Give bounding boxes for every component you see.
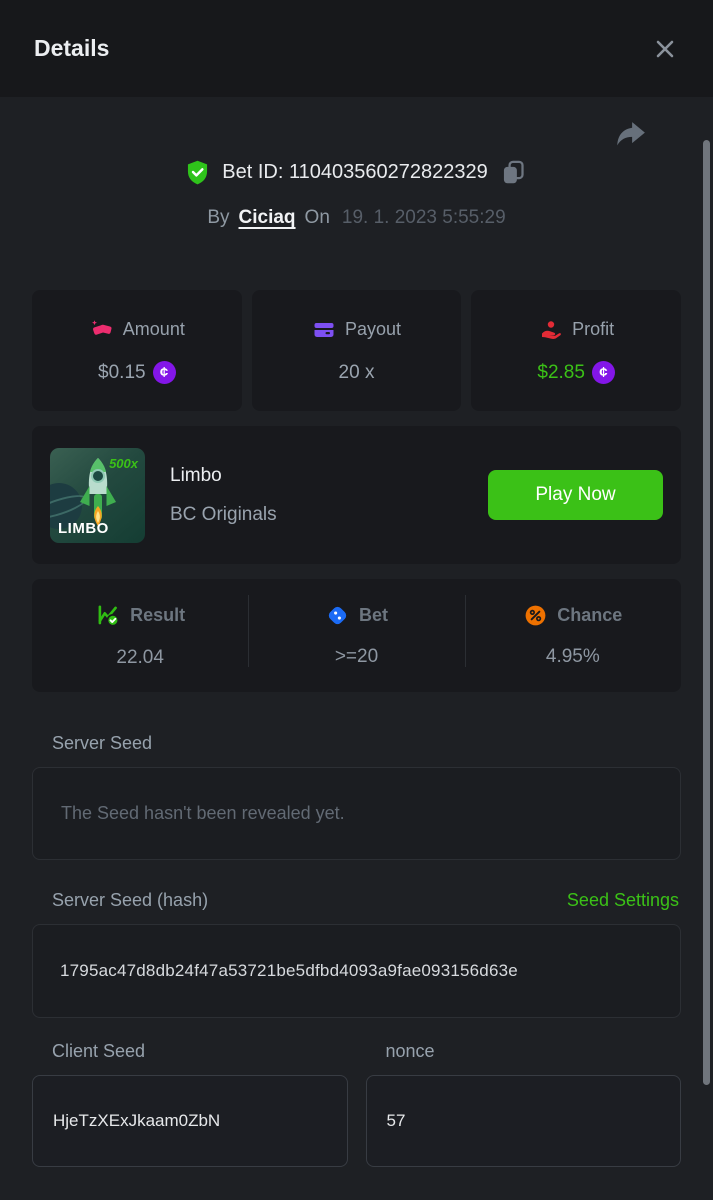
game-title: Limbo bbox=[170, 464, 222, 486]
page-title: Details bbox=[34, 35, 110, 61]
result-label: Result bbox=[130, 605, 186, 625]
rocket-icon bbox=[80, 457, 116, 526]
amount-card: Amount $0.15 ¢ bbox=[32, 290, 242, 411]
close-icon bbox=[656, 40, 674, 57]
bet-dice-icon bbox=[328, 606, 347, 625]
modal-content: Bet ID: 110403560272822329 By Ciciaq On … bbox=[0, 97, 713, 1167]
game-provider: BC Originals bbox=[170, 503, 277, 525]
bet-label: Bet bbox=[358, 605, 388, 625]
payout-label: Payout bbox=[344, 319, 402, 339]
seed-settings-link[interactable]: Seed Settings bbox=[566, 890, 679, 910]
server-seed-label: Server Seed bbox=[52, 733, 153, 753]
credit-card-icon bbox=[314, 322, 334, 337]
result-value: 22.04 bbox=[116, 646, 164, 668]
chance-value: 4.95% bbox=[545, 646, 600, 667]
game-card: 500x LIMBO Limbo BC Originals Play Now bbox=[32, 426, 681, 564]
play-now-button[interactable]: Play Now bbox=[488, 470, 663, 520]
nonce-box[interactable]: 57 bbox=[365, 1075, 681, 1167]
scrollbar-thumb[interactable] bbox=[703, 140, 710, 1085]
by-label: By bbox=[207, 207, 230, 228]
nonce-label: nonce bbox=[385, 1041, 435, 1061]
chance-label: Chance bbox=[557, 605, 623, 625]
game-thumb-label: LIMBO bbox=[58, 519, 109, 537]
modal-header: Details bbox=[0, 0, 713, 97]
stat-cards: Amount $0.15 ¢ Payout 20 x bbox=[32, 290, 681, 411]
result-column: Result 22.04 bbox=[32, 603, 248, 669]
share-button[interactable] bbox=[611, 117, 649, 155]
amount-value: $0.15 ¢ bbox=[98, 361, 176, 384]
bet-byline: By Ciciaq On 19. 1. 2023 5:55:29 bbox=[32, 207, 681, 229]
copy-icon bbox=[504, 160, 524, 183]
payout-card: Payout 20 x bbox=[251, 290, 462, 411]
bet-value: >=20 bbox=[334, 646, 379, 667]
multiplier-badge: 500x bbox=[109, 455, 138, 471]
coin-icon: ¢ bbox=[152, 361, 176, 384]
shield-verified-icon bbox=[188, 160, 208, 184]
money-icon bbox=[91, 320, 112, 335]
chance-percent-icon bbox=[525, 605, 546, 626]
server-seed-hash-label: Server Seed (hash) bbox=[52, 890, 209, 910]
bet-column: Bet >=20 bbox=[248, 595, 464, 668]
bet-id-row: Bet ID: 110403560272822329 bbox=[32, 157, 681, 187]
profit-label: Profit bbox=[572, 318, 615, 339]
amount-label: Amount bbox=[122, 318, 185, 339]
copy-bet-id-button[interactable] bbox=[499, 157, 529, 187]
server-seed-hash-row: Server Seed (hash) Seed Settings bbox=[32, 890, 681, 911]
share-row bbox=[32, 97, 681, 155]
chance-column: Chance 4.95% bbox=[464, 595, 681, 668]
coin-icon: ¢ bbox=[591, 361, 615, 384]
share-icon bbox=[617, 122, 645, 146]
hand-coin-icon bbox=[542, 321, 562, 340]
payout-value: 20 x bbox=[338, 361, 375, 383]
profit-card: Profit $2.85 ¢ bbox=[471, 290, 681, 411]
client-seed-box[interactable]: HjeTzXExJkaam0ZbN bbox=[32, 1075, 348, 1167]
server-seed-placeholder: The Seed hasn't been revealed yet. bbox=[61, 803, 345, 823]
client-seed-label: Client Seed bbox=[52, 1041, 146, 1061]
client-seed-nonce-grid: Client Seed HjeTzXExJkaam0ZbN nonce 57 bbox=[32, 1041, 681, 1167]
bet-id-text: Bet ID: 110403560272822329 bbox=[222, 160, 488, 183]
close-button[interactable] bbox=[651, 35, 679, 63]
on-label: On bbox=[304, 207, 330, 228]
client-seed-value: HjeTzXExJkaam0ZbN bbox=[53, 1111, 221, 1130]
server-seed-hash-box[interactable]: 1795ac47d8db24f47a53721be5dfbd4093a9fae0… bbox=[32, 924, 681, 1018]
game-thumbnail[interactable]: 500x LIMBO bbox=[50, 447, 145, 543]
client-seed-field: Client Seed HjeTzXExJkaam0ZbN bbox=[32, 1041, 348, 1167]
server-seed-hash-value: 1795ac47d8db24f47a53721be5dfbd4093a9fae0… bbox=[60, 961, 518, 980]
profit-value: $2.85 ¢ bbox=[537, 361, 615, 384]
game-info: Limbo BC Originals bbox=[170, 465, 277, 526]
username-link[interactable]: Ciciaq bbox=[238, 207, 296, 228]
nonce-value: 57 bbox=[386, 1111, 406, 1130]
server-seed-box: The Seed hasn't been revealed yet. bbox=[32, 767, 681, 860]
outcome-card: Result 22.04 Bet >=20 bbox=[32, 579, 681, 692]
result-chart-icon bbox=[98, 604, 120, 627]
nonce-field: nonce 57 bbox=[365, 1041, 681, 1167]
bet-datetime: 19. 1. 2023 5:55:29 bbox=[341, 207, 506, 228]
